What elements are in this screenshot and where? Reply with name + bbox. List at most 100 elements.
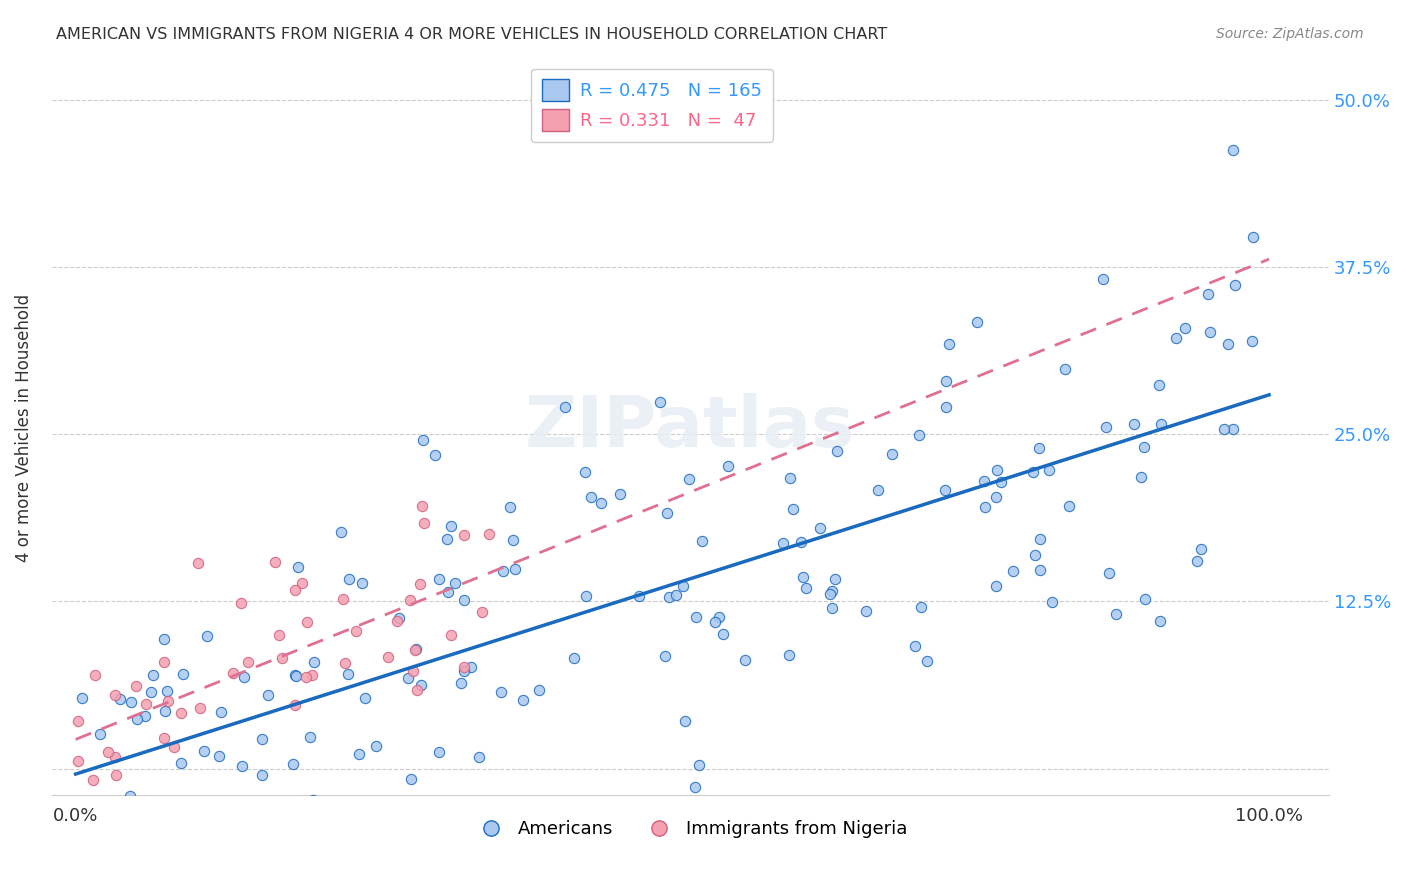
Y-axis label: 4 or more Vehicles in Household: 4 or more Vehicles in Household [15,293,32,562]
Point [329,525,352,540]
Point [337,572,360,586]
Point [125,712,148,726]
Point [1133,591,1156,606]
Point [1197,287,1219,301]
Point [502,533,524,548]
Point [101,869,124,883]
Point [648,395,671,409]
Point [1123,417,1146,432]
Point [89,727,111,741]
Point [427,746,450,760]
Point [181,865,204,880]
Point [808,520,831,534]
Point [104,749,127,764]
Point [257,688,280,702]
Point [512,692,534,706]
Point [492,564,515,578]
Point [436,532,458,546]
Point [1222,143,1244,157]
Point [411,500,433,514]
Point [491,685,513,699]
Point [554,400,576,414]
Text: AMERICAN VS IMMIGRANTS FROM NIGERIA 4 OR MORE VEHICLES IN HOUSEHOLD CORRELATION : AMERICAN VS IMMIGRANTS FROM NIGERIA 4 OR… [56,27,887,42]
Point [478,527,501,541]
Point [966,314,988,328]
Text: Source: ZipAtlas.com: Source: ZipAtlas.com [1216,27,1364,41]
Point [209,705,232,719]
Point [170,756,193,770]
Point [467,749,489,764]
Point [1164,331,1187,345]
Point [1129,469,1152,483]
Point [589,496,612,510]
Point [388,611,411,625]
Point [1241,229,1264,244]
Point [655,506,678,520]
Point [399,772,422,786]
Point [973,475,995,489]
Point [904,639,927,653]
Point [609,487,631,501]
Point [825,444,848,458]
Point [193,744,215,758]
Point [385,614,408,628]
Point [402,664,425,678]
Point [1149,615,1171,629]
Point [377,649,399,664]
Point [73,863,96,877]
Point [772,536,794,550]
Point [704,615,727,629]
Point [301,793,323,807]
Point [794,581,817,595]
Point [405,641,427,656]
Point [301,668,323,682]
Point [153,655,176,669]
Point [67,754,90,768]
Point [298,730,321,744]
Point [690,534,713,549]
Point [1029,563,1052,577]
Point [658,591,681,605]
Point [156,684,179,698]
Point [990,475,1012,490]
Point [336,667,359,681]
Point [792,570,814,584]
Point [295,670,318,684]
Point [685,610,707,624]
Point [855,604,877,618]
Point [141,685,163,699]
Point [125,679,148,693]
Point [1040,595,1063,609]
Point [231,759,253,773]
Point [353,691,375,706]
Point [882,447,904,461]
Point [285,669,308,683]
Point [450,675,472,690]
Point [153,632,176,646]
Point [108,692,131,706]
Point [935,375,957,389]
Point [1225,278,1247,293]
Point [453,528,475,542]
Point [411,677,433,691]
Point [689,758,711,772]
Point [287,560,309,574]
Point [574,465,596,479]
Point [821,601,844,615]
Point [361,818,384,832]
Point [142,667,165,681]
Point [915,654,938,668]
Point [717,459,740,474]
Point [1001,564,1024,578]
Point [1185,554,1208,568]
Point [709,609,731,624]
Point [399,592,422,607]
Point [1022,465,1045,479]
Point [1213,422,1236,436]
Point [820,584,842,599]
Point [404,643,426,657]
Point [332,592,354,607]
Point [172,667,194,681]
Point [157,694,180,708]
Point [908,427,931,442]
